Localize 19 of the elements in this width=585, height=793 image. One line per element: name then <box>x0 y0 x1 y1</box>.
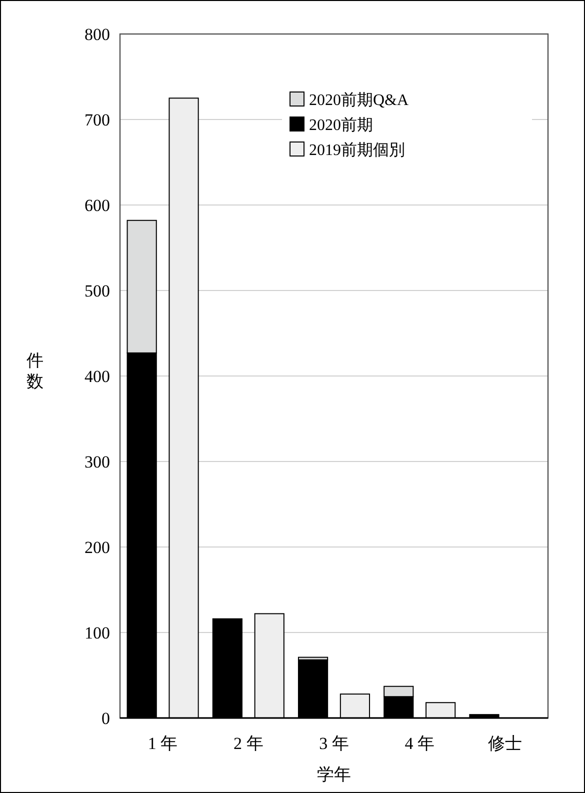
y-tick-label: 300 <box>84 452 110 472</box>
y-tick-label: 100 <box>84 624 110 642</box>
y-axis-title: 件数 <box>26 351 44 391</box>
y-tick-label: 700 <box>84 110 110 130</box>
legend-label: 2020前期Q&A <box>309 91 409 109</box>
x-axis-title: 学年 <box>317 765 351 784</box>
y-tick-label: 200 <box>84 538 110 557</box>
y-tick-label: 400 <box>84 367 110 386</box>
y-tick-label: 800 <box>84 25 110 44</box>
x-tick-label: 2 年 <box>234 734 264 753</box>
legend-label: 2019前期個別 <box>309 141 405 159</box>
y-tick-label: 0 <box>102 709 110 728</box>
x-tick-label: 4 年 <box>404 734 434 753</box>
legend-label: 2020前期 <box>309 116 373 134</box>
x-tick-label: 3 年 <box>319 734 349 753</box>
x-tick-label: 1 年 <box>148 734 178 753</box>
y-tick-label: 500 <box>84 282 110 300</box>
y-tick-label: 600 <box>84 196 110 215</box>
x-tick-label: 修士 <box>488 734 522 753</box>
